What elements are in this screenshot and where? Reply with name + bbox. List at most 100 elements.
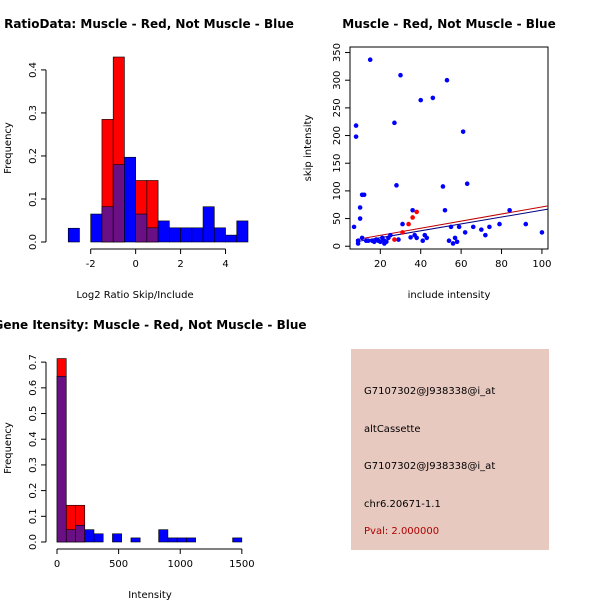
blue-point bbox=[483, 232, 488, 238]
blue-point bbox=[470, 224, 476, 230]
blue-bar bbox=[130, 537, 141, 543]
blue-point bbox=[440, 184, 446, 189]
event-type-text: altCassette bbox=[364, 424, 421, 435]
blue-point bbox=[497, 221, 502, 227]
gene-info-panel: G7107302@J938338@i_at altCassette G71073… bbox=[351, 349, 549, 550]
y-tick-label: 350 bbox=[332, 43, 343, 62]
blue-point bbox=[448, 224, 454, 230]
blue-bar bbox=[112, 533, 122, 543]
gene-intensity-histogram-xlabel: Intensity bbox=[128, 590, 172, 600]
x-tick-label: 20 bbox=[374, 259, 387, 270]
y-tick-label: 0.5 bbox=[28, 406, 39, 422]
blue-point bbox=[365, 238, 371, 243]
y-tick-label: 0.4 bbox=[28, 62, 39, 78]
blue-point bbox=[456, 224, 462, 230]
blue-bar bbox=[112, 164, 125, 243]
blue-bar bbox=[101, 206, 114, 243]
red-point bbox=[392, 237, 397, 242]
y-tick-label: 100 bbox=[332, 181, 343, 200]
blue-point bbox=[384, 239, 389, 245]
blue-point bbox=[351, 224, 357, 230]
blue-bar bbox=[186, 537, 196, 543]
blue-point bbox=[420, 238, 426, 243]
blue-point bbox=[452, 235, 458, 241]
blue-bar bbox=[157, 220, 170, 243]
blue-point bbox=[424, 235, 430, 241]
pval-text: Pval: 2.000000 bbox=[364, 526, 440, 537]
red-point bbox=[400, 230, 405, 235]
y-tick-label: 0.3 bbox=[28, 457, 39, 473]
red-point bbox=[414, 209, 419, 215]
blue-point bbox=[450, 241, 456, 246]
blue-point bbox=[361, 192, 367, 198]
blue-point bbox=[464, 181, 470, 186]
blue-point bbox=[353, 123, 359, 128]
blue-bar bbox=[236, 220, 249, 243]
x-tick-label: 60 bbox=[455, 259, 468, 270]
x-tick-label: 1500 bbox=[229, 559, 254, 570]
gene-intensity-histogram-ylabel: Frequency bbox=[3, 422, 14, 474]
blue-point bbox=[462, 230, 468, 235]
blue-point bbox=[539, 230, 545, 235]
location-text: chr6.20671-1.1 bbox=[364, 499, 441, 510]
trend-line bbox=[355, 205, 549, 241]
y-tick-label: 0.0 bbox=[28, 534, 39, 550]
blue-point bbox=[398, 72, 403, 78]
ratio-histogram-title: RatioData: Muscle - Red, Not Muscle - Bl… bbox=[4, 17, 294, 31]
x-tick-label: 2 bbox=[177, 259, 183, 270]
blue-bar bbox=[75, 524, 86, 543]
blue-point bbox=[400, 221, 405, 227]
blue-point bbox=[414, 235, 419, 241]
y-tick-label: 0.0 bbox=[28, 234, 39, 250]
blue-point bbox=[388, 232, 393, 238]
blue-point bbox=[357, 205, 363, 210]
blue-bar bbox=[202, 206, 215, 243]
y-tick-label: 0.1 bbox=[28, 191, 39, 207]
blue-point bbox=[357, 216, 363, 221]
probe-id-text: G7107302@J938338@i_at bbox=[364, 386, 496, 397]
x-tick-label: 0 bbox=[54, 559, 60, 570]
blue-point bbox=[454, 239, 460, 245]
blue-point bbox=[355, 238, 361, 243]
blue-bar bbox=[213, 227, 226, 243]
blue-point bbox=[442, 207, 448, 213]
blue-point bbox=[507, 207, 512, 213]
blue-point bbox=[430, 95, 436, 101]
blue-bar bbox=[65, 529, 76, 543]
y-tick-label: 0 bbox=[332, 243, 343, 249]
intensity-scatter: Muscle - Red, Not Muscle - Blue include … bbox=[303, 17, 556, 301]
blue-bar bbox=[90, 213, 103, 243]
blue-point bbox=[446, 238, 452, 243]
x-tick-label: -2 bbox=[86, 259, 96, 270]
blue-point bbox=[353, 134, 359, 139]
y-tick-label: 0.6 bbox=[28, 380, 39, 396]
blue-bar bbox=[180, 227, 193, 243]
intensity-scatter-ylabel: skip intensity bbox=[303, 115, 314, 182]
scatter-plot-box bbox=[349, 46, 549, 250]
y-tick-label: 0.4 bbox=[28, 431, 39, 447]
blue-bar bbox=[158, 529, 169, 543]
x-tick-label: 1000 bbox=[167, 559, 192, 570]
blue-point bbox=[378, 239, 383, 245]
blue-point bbox=[487, 224, 492, 230]
blue-bar bbox=[232, 537, 243, 543]
blue-point bbox=[359, 235, 365, 241]
blue-point bbox=[410, 207, 415, 213]
y-tick-label: 200 bbox=[332, 126, 343, 145]
y-tick-label: 0.3 bbox=[28, 105, 39, 121]
y-tick-label: 0.1 bbox=[28, 508, 39, 524]
blue-bar bbox=[191, 227, 204, 243]
red-point bbox=[406, 221, 411, 227]
probe-id-secondary-text: G7107302@J938338@i_at bbox=[364, 461, 496, 472]
blue-point bbox=[396, 237, 401, 242]
blue-bar bbox=[176, 537, 187, 543]
blue-bar bbox=[56, 375, 67, 543]
blue-bar bbox=[169, 227, 181, 243]
blue-bar bbox=[146, 227, 159, 243]
blue-bar bbox=[93, 533, 104, 543]
intensity-scatter-xlabel: include intensity bbox=[408, 290, 491, 301]
ratio-histogram-xlabel: Log2 Ratio Skip/Include bbox=[76, 290, 193, 301]
x-tick-label: 0 bbox=[132, 259, 138, 270]
blue-bar bbox=[167, 537, 178, 543]
blue-bar bbox=[84, 529, 95, 543]
